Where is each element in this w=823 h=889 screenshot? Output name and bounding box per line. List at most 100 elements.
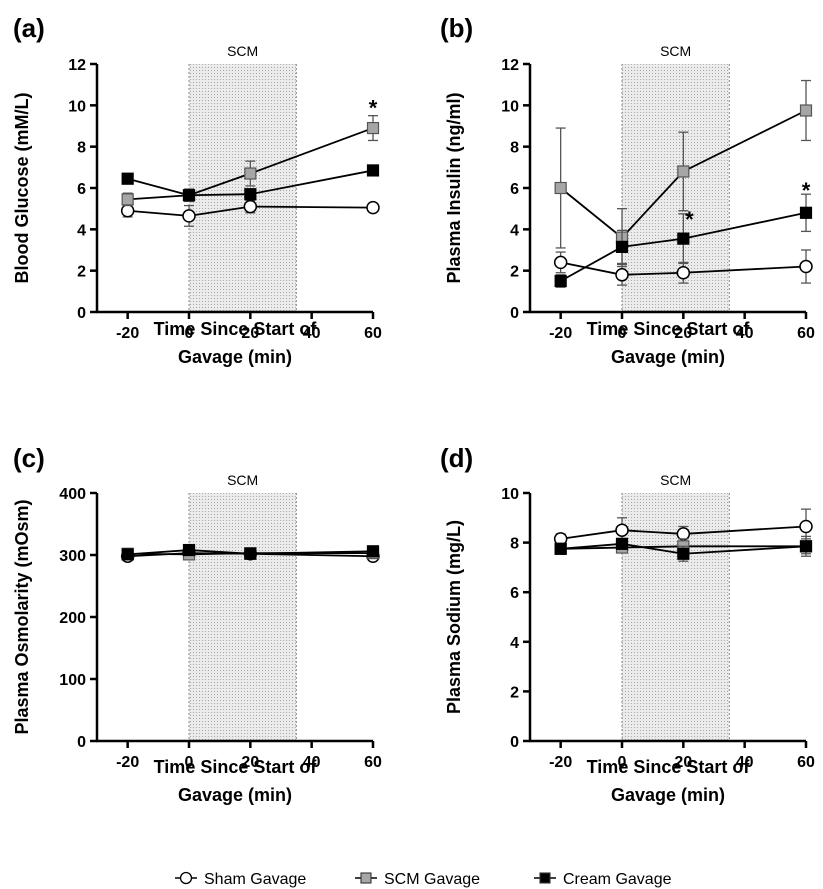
y-tick-label: 0: [510, 305, 519, 322]
x-tick-label: 20: [674, 325, 692, 342]
y-tick-label: 8: [510, 140, 519, 157]
data-point: [554, 274, 567, 288]
y-axis-title: Blood Glucose (mM/L): [12, 92, 32, 283]
panel-label: (b): [440, 13, 473, 43]
legend-item-scm-gavage: SCM Gavage: [355, 871, 480, 888]
x-tick-label: 20: [674, 754, 692, 771]
significance-star: *: [685, 207, 694, 232]
y-tick-label: 6: [510, 181, 519, 198]
y-tick-label: 2: [510, 264, 519, 281]
x-tick-label: -20: [116, 325, 139, 342]
series-sham-gavage: [120, 199, 380, 227]
data-point: [182, 209, 196, 223]
series-line: [560, 109, 807, 239]
data-point: [244, 167, 257, 180]
y-tick-label: 8: [510, 536, 519, 553]
series-scm-gavage: [554, 79, 813, 268]
data-point: [244, 188, 257, 201]
data-point: [554, 181, 567, 195]
x-tick-label: -20: [549, 325, 572, 342]
x-tick-label: 60: [364, 754, 382, 771]
legend-label: Sham Gavage: [204, 871, 306, 888]
significance-star: *: [369, 95, 378, 120]
shaded-region: [189, 493, 297, 741]
chart-panel-a: (a) SCM 0 2 4 6 8 10 12 -20 0 20 40 60 Blood Glucose (…: [12, 13, 382, 367]
y-tick-label: 2: [77, 264, 86, 281]
chart-panel-d: (d) SCM 0 2 4 6 8 10 -20 0 20 40 60 Plasma Sodium (mg…: [440, 443, 815, 805]
data-point: [677, 165, 690, 178]
data-point: [243, 199, 258, 214]
legend-label: SCM Gavage: [384, 871, 480, 888]
x-axis-title: Gavage (min): [178, 785, 292, 805]
data-point: [121, 548, 134, 561]
legend-marker: [179, 871, 193, 885]
shaded-region-label: SCM: [660, 472, 691, 488]
y-tick-label: 4: [510, 222, 519, 239]
chart-panel-b: (b) SCM 0 2 4 6 8 10 12 -20 0 20 40 60 Plasma Insulin …: [440, 13, 815, 367]
series-line: [560, 542, 807, 555]
x-tick-label: 40: [303, 754, 321, 771]
data-point: [615, 537, 629, 550]
y-tick-label: 6: [510, 585, 519, 602]
x-axis-title: Time Since Start of: [154, 319, 318, 339]
significance-star: *: [802, 178, 811, 203]
x-axis-title: Time Since Start of: [587, 757, 751, 777]
data-point: [121, 172, 134, 185]
x-tick-label: 40: [736, 325, 754, 342]
data-point: [799, 206, 813, 219]
panel-label: (c): [13, 443, 45, 473]
data-point: [676, 527, 691, 541]
series-line: [127, 205, 374, 217]
data-point: [677, 547, 690, 560]
y-tick-label: 400: [59, 486, 86, 503]
data-point: [554, 542, 567, 555]
x-axis-title: Time Since Start of: [587, 319, 751, 339]
x-axis-title: Time Since Start of: [154, 757, 318, 777]
series-line: [127, 169, 374, 197]
x-tick-label: 40: [736, 754, 754, 771]
x-tick-label: 0: [618, 754, 627, 771]
y-tick-label: 100: [59, 672, 86, 689]
y-tick-label: 0: [510, 734, 519, 751]
data-point: [799, 540, 813, 553]
series-cream-gavage: [554, 535, 813, 562]
x-tick-label: -20: [116, 754, 139, 771]
shaded-region: [622, 493, 730, 741]
y-tick-label: 4: [77, 222, 86, 239]
x-tick-label: 60: [797, 754, 815, 771]
y-tick-label: 0: [77, 734, 86, 751]
data-point: [677, 232, 690, 245]
y-tick-label: 10: [68, 98, 86, 115]
legend-marker: [539, 872, 551, 884]
legend-marker: [360, 872, 372, 884]
series-line: [560, 545, 806, 550]
data-point: [120, 203, 135, 218]
series-cream-gavage: [554, 193, 813, 288]
y-tick-label: 300: [59, 548, 86, 565]
x-tick-label: 0: [185, 754, 194, 771]
x-tick-label: 40: [303, 325, 321, 342]
series-line: [560, 525, 807, 540]
data-point: [553, 255, 568, 270]
x-tick-label: 60: [364, 325, 382, 342]
legend: Sham Gavage SCM Gavage Cream Gavage: [175, 871, 672, 888]
chart-panel-c: (c) SCM 0 100 200 300 400 -20 0 20 40 60 Plasma Osmo…: [12, 443, 382, 805]
data-point: [676, 265, 691, 280]
x-tick-label: 0: [185, 325, 194, 342]
x-axis-title: Gavage (min): [611, 347, 725, 367]
y-tick-label: 0: [77, 305, 86, 322]
series-line: [127, 127, 374, 201]
series-cream-gavage: [121, 164, 380, 202]
x-tick-label: 0: [618, 325, 627, 342]
y-tick-label: 4: [510, 635, 519, 652]
data-point: [366, 164, 380, 177]
data-point: [182, 189, 196, 202]
series-cream-gavage: [121, 543, 380, 561]
x-axis-title: Gavage (min): [611, 785, 725, 805]
data-point: [366, 545, 380, 558]
y-tick-label: 8: [77, 140, 86, 157]
series-sham-gavage: [553, 249, 813, 286]
data-point: [799, 259, 813, 274]
data-point: [182, 543, 196, 557]
